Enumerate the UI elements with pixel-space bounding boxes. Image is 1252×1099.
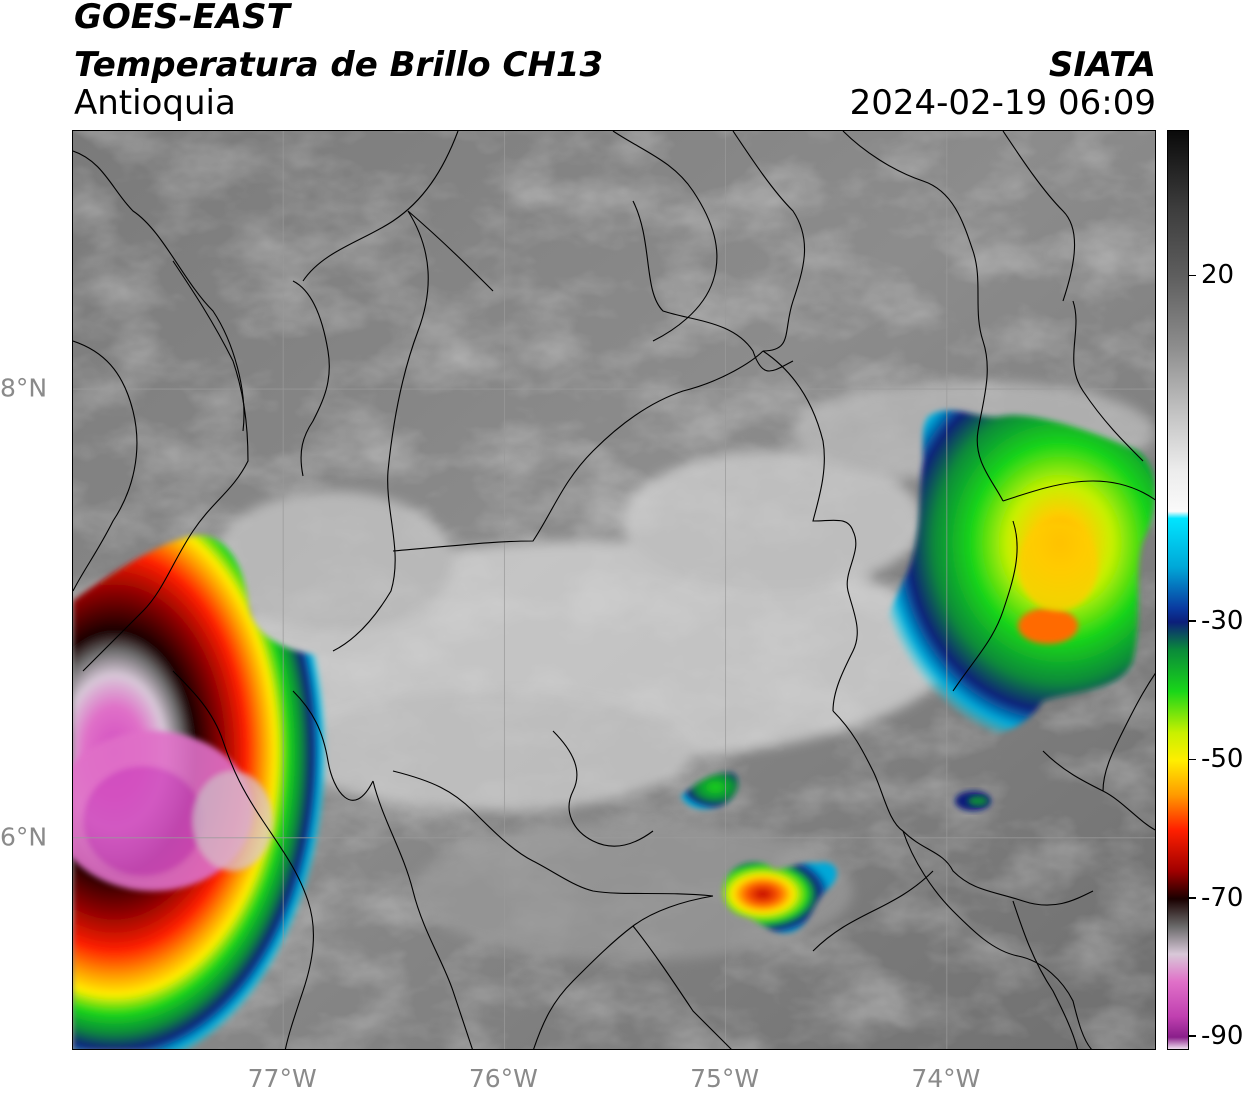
boundary-line xyxy=(1072,300,1144,462)
east-convective-cluster xyxy=(857,410,1155,811)
boundary-line xyxy=(612,131,718,342)
boundary-line xyxy=(73,340,138,592)
longitude-tick-label: 75°W xyxy=(690,1064,760,1093)
colorbar-tick-label: -90 xyxy=(1201,1021,1244,1051)
boundary-line xyxy=(842,131,1004,502)
boundary-line xyxy=(1012,900,1079,1049)
political-boundaries xyxy=(73,131,1155,1049)
boundary-line xyxy=(332,210,429,652)
boundary-line xyxy=(392,350,764,552)
boundary-line xyxy=(812,870,934,952)
boundary-line xyxy=(832,710,1094,906)
colorbar-tick-mark xyxy=(1189,897,1196,899)
boundary-line xyxy=(292,280,330,477)
boundary-line xyxy=(552,730,654,847)
boundary-line xyxy=(1002,480,1155,502)
colorbar-gradient xyxy=(1168,131,1188,1049)
colorbar-tick-mark xyxy=(1189,758,1196,761)
latitude-tick-label: 8°N xyxy=(0,373,48,403)
region-title: Antioquia xyxy=(74,83,236,123)
colorbar-tick-label: -50 xyxy=(1201,744,1244,775)
boundary-line xyxy=(372,780,473,1049)
boundary-line xyxy=(1102,672,1155,792)
boundary-line xyxy=(762,350,858,712)
satellite-title: GOES-EAST xyxy=(74,0,290,37)
boundary-line xyxy=(952,520,1018,692)
boundary-line xyxy=(533,895,714,1049)
longitude-tick-label: 77°W xyxy=(247,1064,317,1093)
temperature-colorbar xyxy=(1167,130,1189,1050)
boundary-line xyxy=(1002,131,1076,302)
timestamp-label: 2024-02-19 06:09 xyxy=(849,83,1156,123)
organization-label: SIATA xyxy=(1048,45,1156,85)
map-panel xyxy=(72,130,1156,1050)
colorbar-tick-mark xyxy=(1189,1035,1196,1037)
boundary-line xyxy=(302,131,459,282)
boundary-line xyxy=(392,770,714,897)
latitude-tick-label: 6°N xyxy=(0,822,48,852)
colorbar-tick-mark xyxy=(1189,274,1196,276)
graticule-lines xyxy=(73,131,1155,1049)
boundary-line xyxy=(73,150,245,432)
central-north-cell xyxy=(681,772,739,809)
boundary-line xyxy=(82,260,249,672)
brightness-temperature-map xyxy=(73,131,1155,1049)
longitude-tick-label: 76°W xyxy=(468,1064,538,1093)
boundary-line xyxy=(902,830,1093,1049)
colorbar-tick-label: -70 xyxy=(1201,882,1244,913)
southwest-convective-complex xyxy=(73,535,416,1049)
colorbar-tick-label: 20 xyxy=(1201,260,1235,291)
product-title: Temperatura de Brillo CH13 xyxy=(74,45,604,85)
boundary-line xyxy=(292,690,374,801)
boundary-line xyxy=(732,131,806,352)
boundary-line xyxy=(632,925,732,1049)
boundary-line xyxy=(407,210,494,292)
boundary-line xyxy=(632,200,794,372)
colorbar-fill xyxy=(1168,131,1188,1049)
colorbar-tick-label: -30 xyxy=(1201,606,1244,637)
longitude-tick-label: 74°W xyxy=(911,1064,981,1093)
colorbar-tick-mark xyxy=(1189,620,1196,622)
central-small-cell xyxy=(723,862,837,934)
boundary-line xyxy=(172,670,314,1049)
